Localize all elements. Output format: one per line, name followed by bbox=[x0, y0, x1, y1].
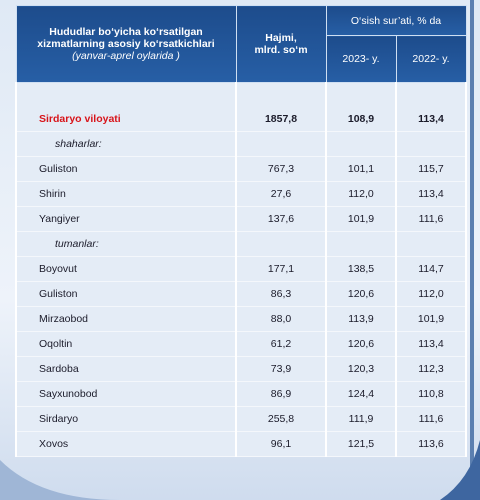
year-header: 2023- y. bbox=[325, 35, 397, 83]
value-cell: 113,6 bbox=[394, 431, 468, 457]
value-cell: 137,6 bbox=[235, 206, 327, 232]
value-cell: 86,3 bbox=[235, 281, 327, 307]
region-name: Sardoba bbox=[15, 356, 237, 382]
table-row: Mirzaobod 88,0 113,9 101,9 bbox=[15, 306, 468, 332]
value-cell: 113,4 bbox=[394, 181, 468, 207]
section-label: shaharlar: bbox=[15, 131, 237, 157]
value-cell: 121,5 bbox=[325, 431, 397, 457]
header-line: mlrd. so‘m bbox=[254, 44, 308, 56]
value-cell: 112,0 bbox=[394, 281, 468, 307]
value-cell: 111,9 bbox=[325, 406, 397, 432]
region-name: Guliston bbox=[15, 156, 237, 182]
table-row: Boyovut 177,1 138,5 114,7 bbox=[15, 256, 468, 282]
title-period: (yanvar-aprel oylarida ) bbox=[72, 50, 180, 62]
value-cell: 115,7 bbox=[394, 156, 468, 182]
value-cell: 120,3 bbox=[325, 356, 397, 382]
region-name: Oqoltin bbox=[15, 331, 237, 357]
table-row: Xovos 96,1 121,5 113,6 bbox=[15, 431, 468, 457]
region-name: Sayxunobod bbox=[15, 381, 237, 407]
value-cell: 255,8 bbox=[235, 406, 327, 432]
region-name: Mirzaobod bbox=[15, 306, 237, 332]
table-row: Sirdaryo viloyati 1857,8 108,9 113,4 bbox=[15, 107, 468, 132]
table-row: Sayxunobod 86,9 124,4 110,8 bbox=[15, 381, 468, 407]
value-cell: 110,8 bbox=[394, 381, 468, 407]
value-cell: 96,1 bbox=[235, 431, 327, 457]
table-row: shaharlar: bbox=[15, 131, 468, 157]
value-cell: 1857,8 bbox=[235, 107, 327, 132]
value-cell: 113,4 bbox=[394, 107, 468, 132]
empty-cell bbox=[325, 131, 397, 157]
year-header: 2022- y. bbox=[395, 35, 467, 83]
region-name: Xovos bbox=[15, 431, 237, 457]
empty-cell bbox=[325, 231, 397, 257]
region-name: Yangiyer bbox=[15, 206, 237, 232]
table-row: Oqoltin 61,2 120,6 113,4 bbox=[15, 331, 468, 357]
value-cell: 86,9 bbox=[235, 381, 327, 407]
table-row: tumanlar: bbox=[15, 231, 468, 257]
wave bbox=[440, 440, 480, 500]
value-cell: 108,9 bbox=[325, 107, 397, 132]
value-cell: 101,9 bbox=[394, 306, 468, 332]
table-row: Sirdaryo 255,8 111,9 111,6 bbox=[15, 406, 468, 432]
table-row: Guliston 767,3 101,1 115,7 bbox=[15, 156, 468, 182]
value-cell: 120,6 bbox=[325, 331, 397, 357]
region-name: Boyovut bbox=[15, 256, 237, 282]
value-cell: 138,5 bbox=[325, 256, 397, 282]
title-line: xizmatlarning asosiy ko‘rsatkichlari bbox=[37, 38, 215, 50]
header-line: Hajmi, bbox=[265, 32, 297, 44]
value-cell: 101,1 bbox=[325, 156, 397, 182]
table-row: Shirin 27,6 112,0 113,4 bbox=[15, 181, 468, 207]
growth-header: O‘sish sur’ati, % da bbox=[325, 5, 467, 36]
value-cell: 88,0 bbox=[235, 306, 327, 332]
empty-cell bbox=[394, 131, 468, 157]
empty-cell bbox=[394, 231, 468, 257]
empty-cell bbox=[235, 231, 327, 257]
value-cell: 111,6 bbox=[394, 206, 468, 232]
value-cell: 177,1 bbox=[235, 256, 327, 282]
table-row: Guliston 86,3 120,6 112,0 bbox=[15, 281, 468, 307]
value-cell: 112,3 bbox=[394, 356, 468, 382]
region-name: Guliston bbox=[15, 281, 237, 307]
title-line: Hududlar bo‘yicha ko‘rsatilgan bbox=[49, 26, 203, 38]
value-cell: 120,6 bbox=[325, 281, 397, 307]
region-name: Sirdaryo viloyati bbox=[15, 107, 237, 132]
table-row: Sardoba 73,9 120,3 112,3 bbox=[15, 356, 468, 382]
section-label: tumanlar: bbox=[15, 231, 237, 257]
table-body: Sirdaryo viloyati 1857,8 108,9 113,4 shaharl… bbox=[15, 82, 468, 457]
value-cell: 73,9 bbox=[235, 356, 327, 382]
value-cell: 113,9 bbox=[325, 306, 397, 332]
table-row: Yangiyer 137,6 101,9 111,6 bbox=[15, 206, 468, 232]
value-cell: 111,6 bbox=[394, 406, 468, 432]
value-cell: 124,4 bbox=[325, 381, 397, 407]
value-cell: 101,9 bbox=[325, 206, 397, 232]
decoration bbox=[0, 440, 480, 500]
title-cell: Hududlar bo‘yicha ko‘rsatilgan xizmatlar… bbox=[15, 5, 237, 83]
frame bbox=[6, 0, 474, 500]
value-cell: 61,2 bbox=[235, 331, 327, 357]
value-cell: 767,3 bbox=[235, 156, 327, 182]
empty-cell bbox=[235, 131, 327, 157]
value-cell: 27,6 bbox=[235, 181, 327, 207]
wave bbox=[0, 460, 120, 500]
volume-header: Hajmi, mlrd. so‘m bbox=[235, 5, 327, 83]
value-cell: 113,4 bbox=[394, 331, 468, 357]
value-cell: 112,0 bbox=[325, 181, 397, 207]
region-name: Shirin bbox=[15, 181, 237, 207]
value-cell: 114,7 bbox=[394, 256, 468, 282]
data-table: Hududlar bo‘yicha ko‘rsatilgan xizmatlar… bbox=[15, 5, 468, 457]
region-name: Sirdaryo bbox=[15, 406, 237, 432]
